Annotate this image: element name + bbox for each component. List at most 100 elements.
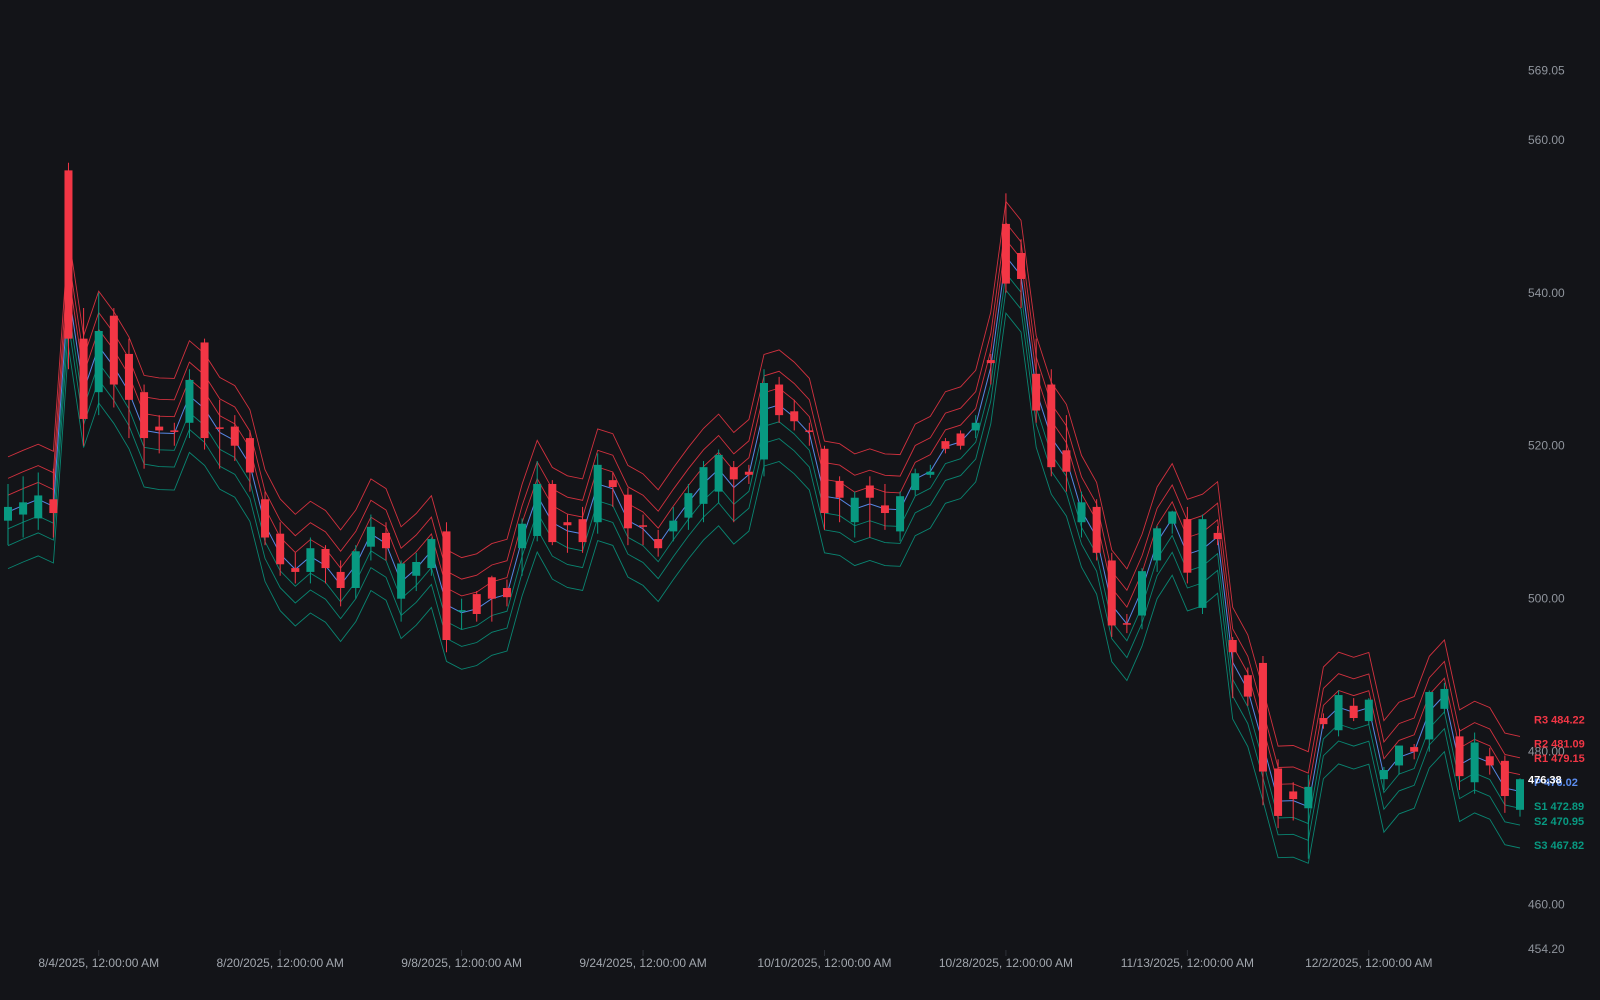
candle[interactable] <box>548 480 557 546</box>
candle[interactable] <box>124 338 133 439</box>
candle[interactable] <box>1304 774 1313 859</box>
candle[interactable] <box>1440 682 1449 714</box>
candle[interactable] <box>200 338 209 450</box>
candle[interactable] <box>140 384 149 469</box>
candle[interactable] <box>1153 526 1162 572</box>
candle[interactable] <box>170 422 179 446</box>
candle[interactable] <box>1062 415 1071 492</box>
candle[interactable] <box>608 472 617 507</box>
candle[interactable] <box>472 591 481 622</box>
candle[interactable] <box>1092 499 1101 561</box>
candle[interactable] <box>971 415 980 439</box>
candle[interactable] <box>760 369 768 477</box>
candle[interactable] <box>593 453 602 534</box>
candle[interactable] <box>94 292 103 416</box>
candle[interactable] <box>1379 766 1388 790</box>
candle[interactable] <box>563 514 572 553</box>
candle[interactable] <box>442 522 451 653</box>
candle[interactable] <box>64 162 73 370</box>
candle[interactable] <box>276 522 285 576</box>
candle[interactable] <box>1077 491 1086 538</box>
candle[interactable] <box>729 461 738 523</box>
candle[interactable] <box>699 461 708 523</box>
candle[interactable] <box>397 560 406 622</box>
candle[interactable] <box>155 415 164 454</box>
candle[interactable] <box>306 537 315 584</box>
candle[interactable] <box>1047 369 1056 477</box>
candle[interactable] <box>1319 713 1328 729</box>
candle[interactable] <box>926 464 935 478</box>
candle[interactable] <box>941 438 950 454</box>
candle[interactable] <box>336 560 345 607</box>
candle[interactable] <box>684 483 693 530</box>
price-axis[interactable]: 569.05 560.00 540.00 520.00 500.00 480.00 460.… <box>1528 64 1565 956</box>
candle[interactable] <box>1425 690 1434 752</box>
candle[interactable] <box>1168 510 1177 534</box>
candle[interactable] <box>1334 690 1343 737</box>
candle[interactable] <box>1001 193 1010 293</box>
candle[interactable] <box>502 579 511 607</box>
candle[interactable] <box>896 491 905 542</box>
candle[interactable] <box>1183 506 1192 584</box>
candle[interactable] <box>245 430 254 492</box>
candle[interactable] <box>1107 552 1116 637</box>
candle[interactable] <box>1485 747 1494 775</box>
candle[interactable] <box>533 461 542 542</box>
candle[interactable] <box>1122 613 1131 634</box>
candle[interactable] <box>1364 698 1373 725</box>
candle[interactable] <box>518 518 527 576</box>
candle[interactable] <box>215 399 224 469</box>
candle[interactable] <box>1258 656 1267 806</box>
candle[interactable] <box>1410 744 1419 760</box>
candle[interactable] <box>487 575 496 622</box>
candle[interactable] <box>1017 239 1026 309</box>
candle[interactable] <box>291 552 300 584</box>
candle[interactable] <box>49 468 58 538</box>
candle[interactable] <box>4 483 12 546</box>
candle[interactable] <box>880 483 889 530</box>
time-axis[interactable]: 8/4/2025, 12:00:00 AM 8/20/2025, 12:00:00… <box>38 950 1433 970</box>
candle[interactable] <box>1289 782 1298 821</box>
candle[interactable] <box>956 430 965 450</box>
candle[interactable] <box>321 545 330 584</box>
candle[interactable] <box>1516 778 1524 817</box>
candle[interactable] <box>986 353 995 385</box>
candle[interactable] <box>382 522 390 561</box>
candle[interactable] <box>790 399 799 431</box>
candle[interactable] <box>1455 728 1464 790</box>
candle[interactable] <box>744 464 753 484</box>
candle[interactable] <box>351 545 360 599</box>
candle[interactable] <box>714 449 723 504</box>
candle[interactable] <box>1470 732 1479 794</box>
candle[interactable] <box>109 308 118 408</box>
candle[interactable] <box>412 552 421 592</box>
candle[interactable] <box>1138 568 1146 630</box>
candle[interactable] <box>1395 745 1404 775</box>
candle[interactable] <box>639 514 648 546</box>
candle[interactable] <box>669 506 678 542</box>
candle[interactable] <box>578 506 587 553</box>
candle[interactable] <box>850 491 859 538</box>
candle[interactable] <box>1274 759 1283 829</box>
candle[interactable] <box>366 514 375 561</box>
candle[interactable] <box>19 476 28 538</box>
candle[interactable] <box>820 445 829 530</box>
candle[interactable] <box>1198 514 1207 614</box>
candle[interactable] <box>654 529 663 557</box>
candle[interactable] <box>1349 698 1358 722</box>
candle[interactable] <box>79 308 88 446</box>
candle[interactable] <box>865 476 874 538</box>
candle[interactable] <box>805 422 814 446</box>
candle[interactable] <box>427 537 436 576</box>
candle[interactable] <box>775 376 784 423</box>
candle[interactable] <box>1032 338 1041 423</box>
candle[interactable] <box>261 491 270 546</box>
candle[interactable] <box>1500 755 1509 813</box>
candle[interactable] <box>230 415 239 462</box>
candle[interactable] <box>911 468 920 496</box>
candle[interactable] <box>34 472 43 530</box>
candle[interactable] <box>1228 636 1237 699</box>
candle[interactable] <box>1243 667 1252 706</box>
